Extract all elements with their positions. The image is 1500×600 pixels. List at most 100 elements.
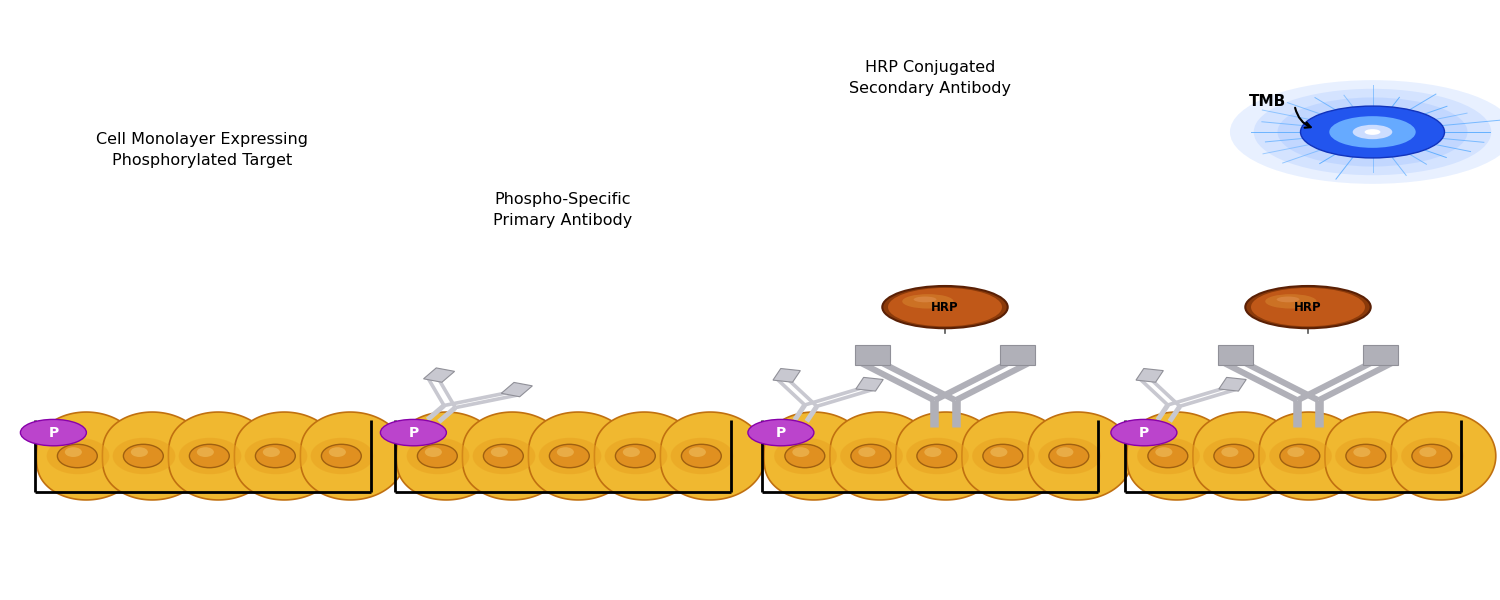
Ellipse shape <box>1353 125 1392 139</box>
Text: HRP: HRP <box>932 301 958 314</box>
Ellipse shape <box>424 447 442 457</box>
Polygon shape <box>772 368 801 382</box>
Ellipse shape <box>850 444 891 468</box>
Polygon shape <box>244 438 308 474</box>
Polygon shape <box>1000 345 1035 365</box>
Ellipse shape <box>123 444 164 468</box>
Ellipse shape <box>1148 444 1188 468</box>
Text: P: P <box>48 425 58 440</box>
Polygon shape <box>1335 438 1398 474</box>
Polygon shape <box>1390 412 1496 500</box>
Ellipse shape <box>681 444 722 468</box>
Ellipse shape <box>858 447 876 457</box>
Polygon shape <box>1203 438 1266 474</box>
Polygon shape <box>423 368 454 382</box>
Ellipse shape <box>1251 288 1365 326</box>
Polygon shape <box>660 412 765 500</box>
Text: Phospho-Specific
Primary Antibody: Phospho-Specific Primary Antibody <box>494 192 632 228</box>
Polygon shape <box>962 412 1066 500</box>
Ellipse shape <box>1280 444 1320 468</box>
Polygon shape <box>855 345 889 365</box>
Ellipse shape <box>982 444 1023 468</box>
Ellipse shape <box>196 447 214 457</box>
Polygon shape <box>112 438 176 474</box>
Ellipse shape <box>1056 447 1074 457</box>
Polygon shape <box>178 438 242 474</box>
Polygon shape <box>604 438 668 474</box>
Polygon shape <box>538 438 602 474</box>
Ellipse shape <box>57 444 98 468</box>
Ellipse shape <box>1245 286 1371 328</box>
Polygon shape <box>168 412 273 500</box>
Polygon shape <box>972 438 1035 474</box>
Ellipse shape <box>990 447 1008 457</box>
Ellipse shape <box>549 444 590 468</box>
Polygon shape <box>906 438 969 474</box>
Ellipse shape <box>1230 80 1500 184</box>
Polygon shape <box>1192 412 1298 500</box>
Ellipse shape <box>130 447 148 457</box>
Text: TMB: TMB <box>1250 94 1286 109</box>
Polygon shape <box>462 412 567 500</box>
Ellipse shape <box>792 447 810 457</box>
Ellipse shape <box>255 444 296 468</box>
Polygon shape <box>1126 412 1232 500</box>
Text: P: P <box>408 425 419 440</box>
Ellipse shape <box>688 447 706 457</box>
Polygon shape <box>1324 412 1430 500</box>
Polygon shape <box>856 377 883 391</box>
Polygon shape <box>1258 412 1364 500</box>
Ellipse shape <box>916 444 957 468</box>
Text: P: P <box>1138 425 1149 440</box>
Ellipse shape <box>1276 296 1299 302</box>
Ellipse shape <box>882 286 1008 328</box>
Ellipse shape <box>1300 106 1444 158</box>
Ellipse shape <box>1287 447 1305 457</box>
Polygon shape <box>102 412 207 500</box>
Polygon shape <box>1137 438 1200 474</box>
Ellipse shape <box>64 447 82 457</box>
Polygon shape <box>840 438 903 474</box>
Polygon shape <box>36 412 141 500</box>
Ellipse shape <box>1048 444 1089 468</box>
Circle shape <box>1112 419 1178 446</box>
Circle shape <box>381 419 447 446</box>
Ellipse shape <box>1254 89 1491 175</box>
Polygon shape <box>1038 438 1101 474</box>
Polygon shape <box>46 438 110 474</box>
Polygon shape <box>234 412 339 500</box>
Text: Cell Monolayer Expressing
Phosphorylated Target: Cell Monolayer Expressing Phosphorylated… <box>96 132 309 168</box>
Ellipse shape <box>417 444 458 468</box>
Circle shape <box>748 419 814 446</box>
Ellipse shape <box>1419 447 1437 457</box>
Ellipse shape <box>262 447 280 457</box>
Text: HRP: HRP <box>1294 301 1322 314</box>
Polygon shape <box>764 412 868 500</box>
Ellipse shape <box>483 444 524 468</box>
Ellipse shape <box>1346 444 1386 468</box>
Ellipse shape <box>1300 106 1444 158</box>
Ellipse shape <box>1353 447 1371 457</box>
Text: HRP Conjugated
Secondary Antibody: HRP Conjugated Secondary Antibody <box>849 60 1011 96</box>
Polygon shape <box>501 382 532 397</box>
Ellipse shape <box>328 447 346 457</box>
Polygon shape <box>830 412 934 500</box>
Ellipse shape <box>615 444 656 468</box>
Ellipse shape <box>1221 447 1239 457</box>
Polygon shape <box>1364 345 1398 365</box>
Polygon shape <box>406 438 470 474</box>
Polygon shape <box>528 412 633 500</box>
Ellipse shape <box>622 447 640 457</box>
Ellipse shape <box>1155 447 1173 457</box>
Polygon shape <box>1028 412 1132 500</box>
Ellipse shape <box>888 288 1002 326</box>
Polygon shape <box>472 438 536 474</box>
Text: P: P <box>776 425 786 440</box>
Polygon shape <box>594 412 699 500</box>
Polygon shape <box>774 438 837 474</box>
Ellipse shape <box>189 444 230 468</box>
Ellipse shape <box>1278 97 1467 167</box>
Ellipse shape <box>1214 444 1254 468</box>
Ellipse shape <box>784 444 825 468</box>
Polygon shape <box>310 438 374 474</box>
